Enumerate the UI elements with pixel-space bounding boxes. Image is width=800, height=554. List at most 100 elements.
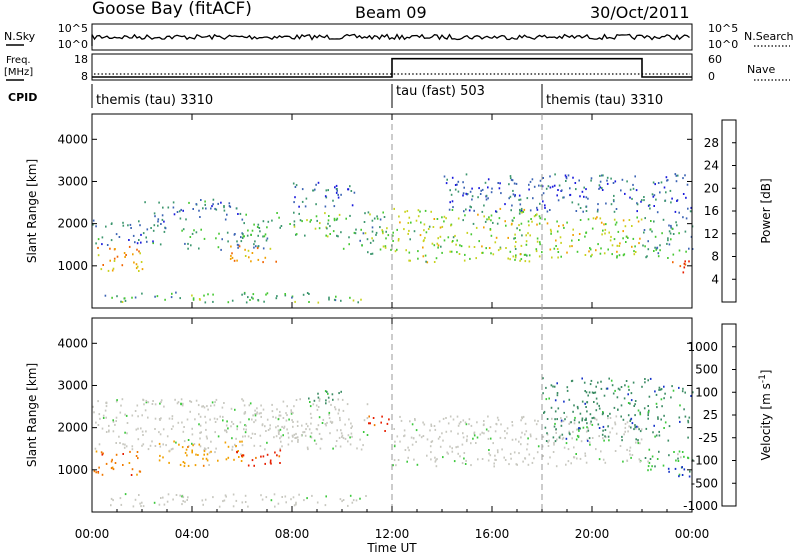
velocity-cell (134, 410, 137, 412)
power-cell (136, 242, 139, 245)
velocity-cell (115, 416, 118, 419)
velocity-cell (226, 420, 228, 423)
velocity-cell (608, 439, 610, 442)
power-cell (528, 260, 531, 263)
velocity-cell (638, 428, 640, 431)
power-colorbar-label-tick: 12 (704, 227, 719, 241)
velocity-cell (635, 441, 637, 444)
power-cell (667, 257, 669, 259)
power-cell (520, 209, 523, 212)
power-cell (512, 193, 515, 196)
power-cell (228, 205, 231, 207)
velocity-cell (581, 377, 583, 380)
velocity-cell (95, 450, 98, 453)
velocity-cell (141, 501, 143, 504)
velocity-cell (628, 449, 631, 452)
power-cell (348, 236, 350, 239)
power-cell (611, 244, 614, 247)
velocity-cell (658, 430, 660, 433)
velocity-cell (637, 439, 639, 442)
power-cell (557, 251, 560, 253)
velocity-cell (366, 434, 369, 436)
power-cell (141, 292, 143, 295)
velocity-cell (152, 400, 154, 402)
velocity-cell (120, 503, 123, 506)
power-cell (525, 240, 528, 243)
power-cell (618, 254, 621, 257)
power-cell (212, 198, 215, 201)
velocity-cell (204, 498, 207, 501)
power-cell (532, 197, 534, 200)
velocity-cell (626, 421, 629, 424)
velocity-cell (674, 467, 677, 470)
power-cell (334, 299, 337, 302)
velocity-cell (488, 449, 490, 451)
velocity-cell (483, 432, 485, 435)
velocity-cell (293, 405, 295, 408)
velocity-cell (552, 436, 555, 439)
velocity-cell (624, 384, 626, 387)
velocity-cell (550, 406, 553, 409)
power-cell (299, 219, 302, 222)
velocity-cell (158, 431, 160, 434)
velocity-cell (609, 417, 612, 419)
power-cell (240, 236, 242, 239)
velocity-cell (644, 381, 646, 384)
velocity-cell (581, 417, 584, 420)
velocity-cell (271, 403, 273, 406)
power-cell (393, 207, 395, 210)
power-cell (481, 210, 484, 213)
velocity-cell (598, 435, 600, 438)
power-cell (599, 186, 602, 189)
power-cell (614, 180, 617, 183)
velocity-cell (264, 448, 266, 451)
velocity-cell (95, 471, 97, 474)
power-cell (382, 232, 384, 235)
velocity-cell (430, 451, 432, 454)
velocity-cell (584, 402, 586, 405)
power-cell (671, 227, 674, 230)
velocity-cell (553, 443, 555, 446)
power-cell (664, 199, 666, 202)
power-cell (668, 243, 671, 246)
velocity-cell (234, 408, 236, 411)
power-cell (531, 178, 534, 181)
power-cell (127, 224, 129, 227)
velocity-cell (595, 397, 598, 400)
velocity-cell (244, 431, 247, 434)
velocity-cell (115, 420, 117, 422)
velocity-cell (623, 397, 626, 400)
power-cell (688, 247, 690, 250)
power-cell (536, 208, 539, 211)
power-cell (529, 180, 532, 183)
power-cell (236, 240, 238, 243)
velocity-cell (464, 463, 467, 465)
velocity-cell (396, 435, 399, 438)
velocity-cell (435, 459, 437, 462)
power-cell (275, 260, 277, 263)
velocity-cell (618, 388, 621, 391)
power-cell (106, 244, 109, 246)
power-cell (314, 227, 317, 230)
velocity-cell (647, 414, 649, 417)
velocity-cell (555, 431, 557, 434)
velocity-cell (489, 426, 492, 429)
power-cell (255, 245, 257, 248)
velocity-cell (145, 399, 148, 402)
velocity-cell (199, 415, 202, 418)
power-cell (190, 244, 192, 247)
power-cell (397, 238, 400, 240)
velocity-cell (227, 456, 230, 459)
velocity-cell (277, 431, 280, 434)
velocity-cell (470, 464, 472, 467)
power-cell (333, 217, 336, 220)
power-cell (245, 213, 247, 216)
velocity-cell (447, 422, 450, 425)
velocity-cell (541, 445, 544, 448)
velocity-cell (554, 422, 556, 425)
velocity-cell (406, 460, 408, 463)
velocity-cell (266, 418, 269, 421)
velocity-cell (574, 416, 576, 419)
velocity-cell (516, 463, 518, 466)
power-cell (519, 259, 521, 262)
